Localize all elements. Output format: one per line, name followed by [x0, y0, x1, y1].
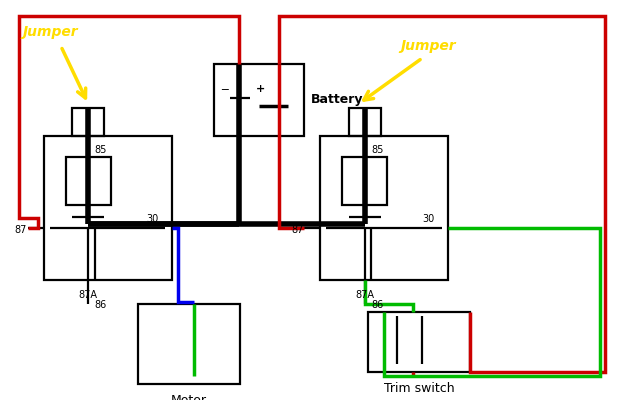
- Text: Jumper: Jumper: [400, 39, 456, 53]
- Text: Battery: Battery: [310, 94, 363, 106]
- Text: 30: 30: [422, 214, 435, 224]
- Text: Jumper: Jumper: [22, 25, 78, 39]
- Bar: [72, 108, 104, 136]
- Bar: [368, 312, 470, 372]
- Text: Trim switch: Trim switch: [384, 382, 454, 395]
- Bar: [349, 108, 381, 136]
- Text: 85: 85: [95, 145, 107, 155]
- Text: 87: 87: [291, 225, 303, 235]
- Text: 86: 86: [371, 300, 383, 310]
- Text: 87A: 87A: [355, 290, 374, 300]
- Text: ─: ─: [221, 84, 228, 94]
- Text: +: +: [256, 84, 265, 94]
- Text: 86: 86: [95, 300, 107, 310]
- Bar: [138, 304, 240, 384]
- Text: 87: 87: [15, 225, 27, 235]
- Bar: [214, 64, 304, 136]
- Bar: [66, 157, 111, 205]
- Bar: [320, 136, 448, 280]
- Bar: [342, 157, 387, 205]
- Text: 85: 85: [371, 145, 383, 155]
- Text: 30: 30: [146, 214, 158, 224]
- Text: 87A: 87A: [79, 290, 98, 300]
- Text: Motor: Motor: [171, 394, 207, 400]
- Bar: [44, 136, 172, 280]
